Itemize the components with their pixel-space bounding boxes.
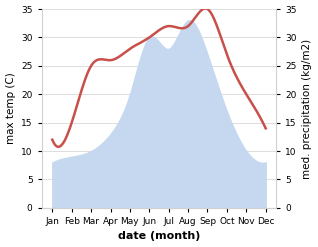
- Y-axis label: med. precipitation (kg/m2): med. precipitation (kg/m2): [302, 38, 313, 179]
- X-axis label: date (month): date (month): [118, 231, 200, 242]
- Y-axis label: max temp (C): max temp (C): [5, 73, 16, 144]
